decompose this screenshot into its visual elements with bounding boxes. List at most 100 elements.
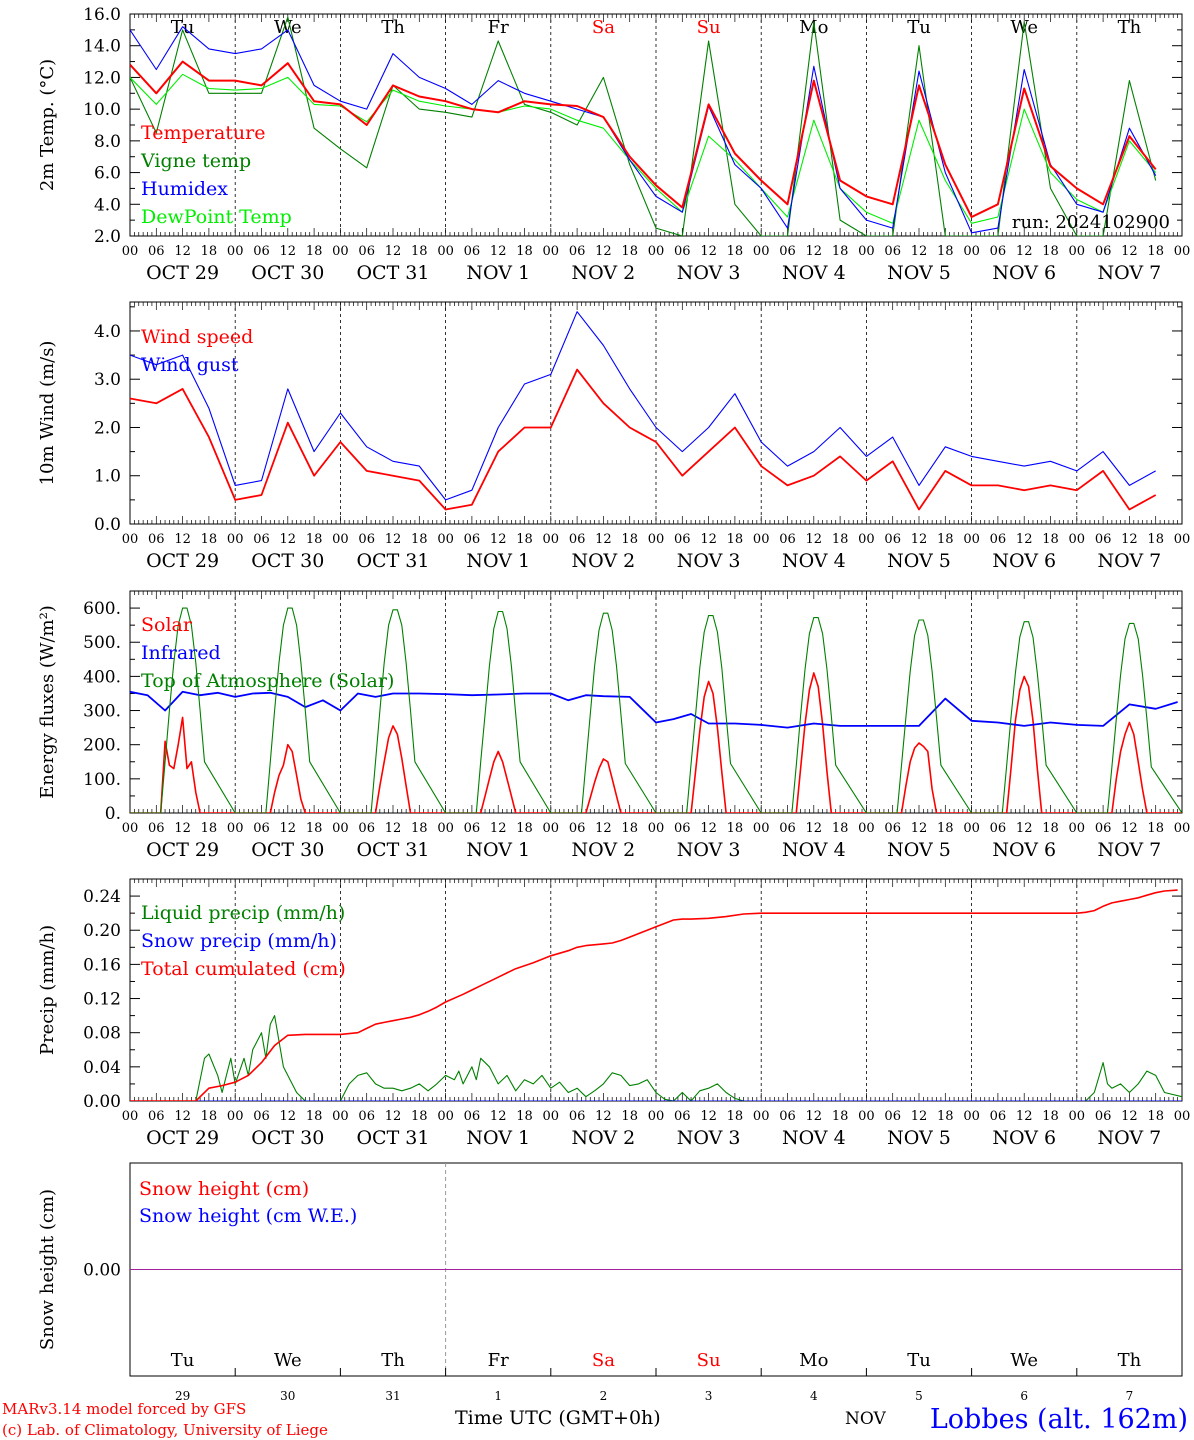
- hour-tick-label: 18: [727, 1109, 744, 1124]
- y-tick-label: 0.0: [94, 515, 121, 535]
- hour-tick-label: 00: [963, 821, 980, 836]
- day-number-label: 5: [915, 1389, 923, 1403]
- weekday-label: Tu: [171, 1350, 195, 1371]
- date-label: NOV 5: [887, 550, 951, 572]
- hour-tick-label: 06: [779, 821, 796, 836]
- hour-tick-label: 00: [1069, 532, 1086, 547]
- hour-tick-label: 18: [1147, 821, 1164, 836]
- hour-tick-label: 12: [700, 821, 717, 836]
- hour-tick-label: 12: [174, 244, 191, 259]
- day-number-label: 30: [280, 1389, 295, 1403]
- y-axis-title: 10m Wind (m/s): [37, 341, 58, 486]
- hour-tick-label: 18: [306, 1109, 323, 1124]
- hour-tick-label: 18: [306, 244, 323, 259]
- date-label: NOV 6: [992, 550, 1056, 572]
- y-tick-label: 100.: [83, 770, 121, 790]
- panel-snow: Tu 29 We 30 Th 31 Fr 1 Sa 2 Su 3 Mo 4 Tu 5 We 6 Th 7 0.00 Sno…: [37, 1162, 1183, 1403]
- hour-tick-label: 18: [832, 821, 849, 836]
- series-line-total-cumulated-cm-: [130, 889, 1178, 1101]
- hour-tick-label: 06: [1095, 1109, 1112, 1124]
- day-number-label: 7: [1126, 1389, 1134, 1403]
- hour-tick-label: 06: [990, 532, 1007, 547]
- hour-tick-label: 06: [464, 821, 481, 836]
- weekday-label: We: [274, 1350, 302, 1371]
- day-number-label: 29: [175, 1389, 190, 1403]
- hour-tick-label: 06: [464, 532, 481, 547]
- date-label: OCT 31: [356, 839, 429, 861]
- hour-tick-label: 06: [569, 821, 586, 836]
- legend-entry: Liquid precip (mm/h): [141, 902, 345, 924]
- hour-tick-label: 12: [280, 1109, 297, 1124]
- date-label: NOV 3: [677, 262, 741, 284]
- hour-tick-label: 12: [174, 1109, 191, 1124]
- hour-tick-label: 18: [411, 821, 428, 836]
- y-tick-label: 16.0: [83, 5, 121, 25]
- hour-tick-label: 12: [490, 1109, 507, 1124]
- hour-tick-label: 12: [595, 1109, 612, 1124]
- hour-tick-label: 06: [884, 1109, 901, 1124]
- weekday-label: Tu: [907, 1350, 931, 1371]
- legend-precip: Liquid precip (mm/h) Snow precip (mm/h) To…: [141, 902, 346, 980]
- hour-tick-label: 06: [569, 532, 586, 547]
- hour-tick-label: 18: [1147, 532, 1164, 547]
- hour-tick-label: 00: [1174, 244, 1191, 259]
- hour-tick-label: 18: [201, 1109, 218, 1124]
- hour-tick-label: 12: [911, 244, 928, 259]
- weekday-label: Su: [697, 1350, 721, 1371]
- date-label: OCT 29: [146, 1127, 219, 1149]
- y-tick-label: 0.16: [83, 955, 121, 975]
- hour-tick-label: 00: [437, 244, 454, 259]
- hour-tick-label: 06: [779, 1109, 796, 1124]
- weekday-label: We: [1010, 17, 1038, 38]
- hour-tick-label: 06: [148, 244, 165, 259]
- hour-tick-label: 12: [806, 821, 823, 836]
- hour-tick-label: 06: [569, 1109, 586, 1124]
- hour-tick-label: 12: [280, 532, 297, 547]
- y-tick-label: 0.20: [83, 921, 121, 941]
- date-label: NOV 1: [466, 839, 530, 861]
- y-tick-label: 0.08: [83, 1024, 121, 1044]
- hour-tick-label: 18: [516, 532, 533, 547]
- hour-tick-label: 06: [148, 532, 165, 547]
- weekday-label: Fr: [488, 1350, 509, 1371]
- hour-tick-label: 18: [516, 821, 533, 836]
- hour-tick-label: 12: [911, 532, 928, 547]
- date-label: OCT 29: [146, 262, 219, 284]
- y-tick-label: 6.0: [94, 164, 121, 184]
- hour-tick-label: 18: [832, 244, 849, 259]
- date-label: NOV 6: [992, 1127, 1056, 1149]
- hour-tick-label: 18: [937, 1109, 954, 1124]
- hour-tick-label: 06: [253, 532, 270, 547]
- hour-tick-label: 00: [543, 244, 560, 259]
- hour-tick-label: 00: [227, 821, 244, 836]
- series-group-temp: [130, 16, 1157, 236]
- hour-tick-label: 00: [543, 1109, 560, 1124]
- hour-tick-label: 00: [543, 821, 560, 836]
- hour-tick-label: 18: [411, 244, 428, 259]
- legend-entry: Temperature: [141, 122, 265, 144]
- hour-tick-label: 00: [963, 1109, 980, 1124]
- hour-tick-label: 00: [437, 532, 454, 547]
- legend-entry: Wind speed: [141, 326, 253, 348]
- hour-tick-label: 00: [753, 821, 770, 836]
- hour-tick-label: 06: [358, 244, 375, 259]
- hour-tick-label: 18: [1042, 244, 1059, 259]
- hour-tick-label: 00: [858, 244, 875, 259]
- date-label: NOV 3: [677, 839, 741, 861]
- y-tick-label: 2.0: [94, 227, 121, 247]
- hour-tick-label: 00: [332, 1109, 349, 1124]
- hour-tick-label: 00: [1174, 532, 1191, 547]
- series-line-temperature: [130, 60, 1157, 218]
- hour-tick-label: 00: [122, 1109, 139, 1124]
- hour-tick-label: 12: [1121, 244, 1138, 259]
- hour-tick-label: 18: [306, 821, 323, 836]
- hour-tick-label: 12: [280, 821, 297, 836]
- hour-tick-label: 12: [1121, 821, 1138, 836]
- hour-tick-label: 06: [779, 244, 796, 259]
- hour-tick-label: 12: [806, 244, 823, 259]
- weekday-label: We: [274, 17, 302, 38]
- y-tick-label: 10.0: [83, 100, 121, 120]
- weekday-label: Sa: [592, 17, 615, 38]
- legend-temp: Temperature Vigne temp Humidex DewPoint Tem…: [140, 122, 292, 228]
